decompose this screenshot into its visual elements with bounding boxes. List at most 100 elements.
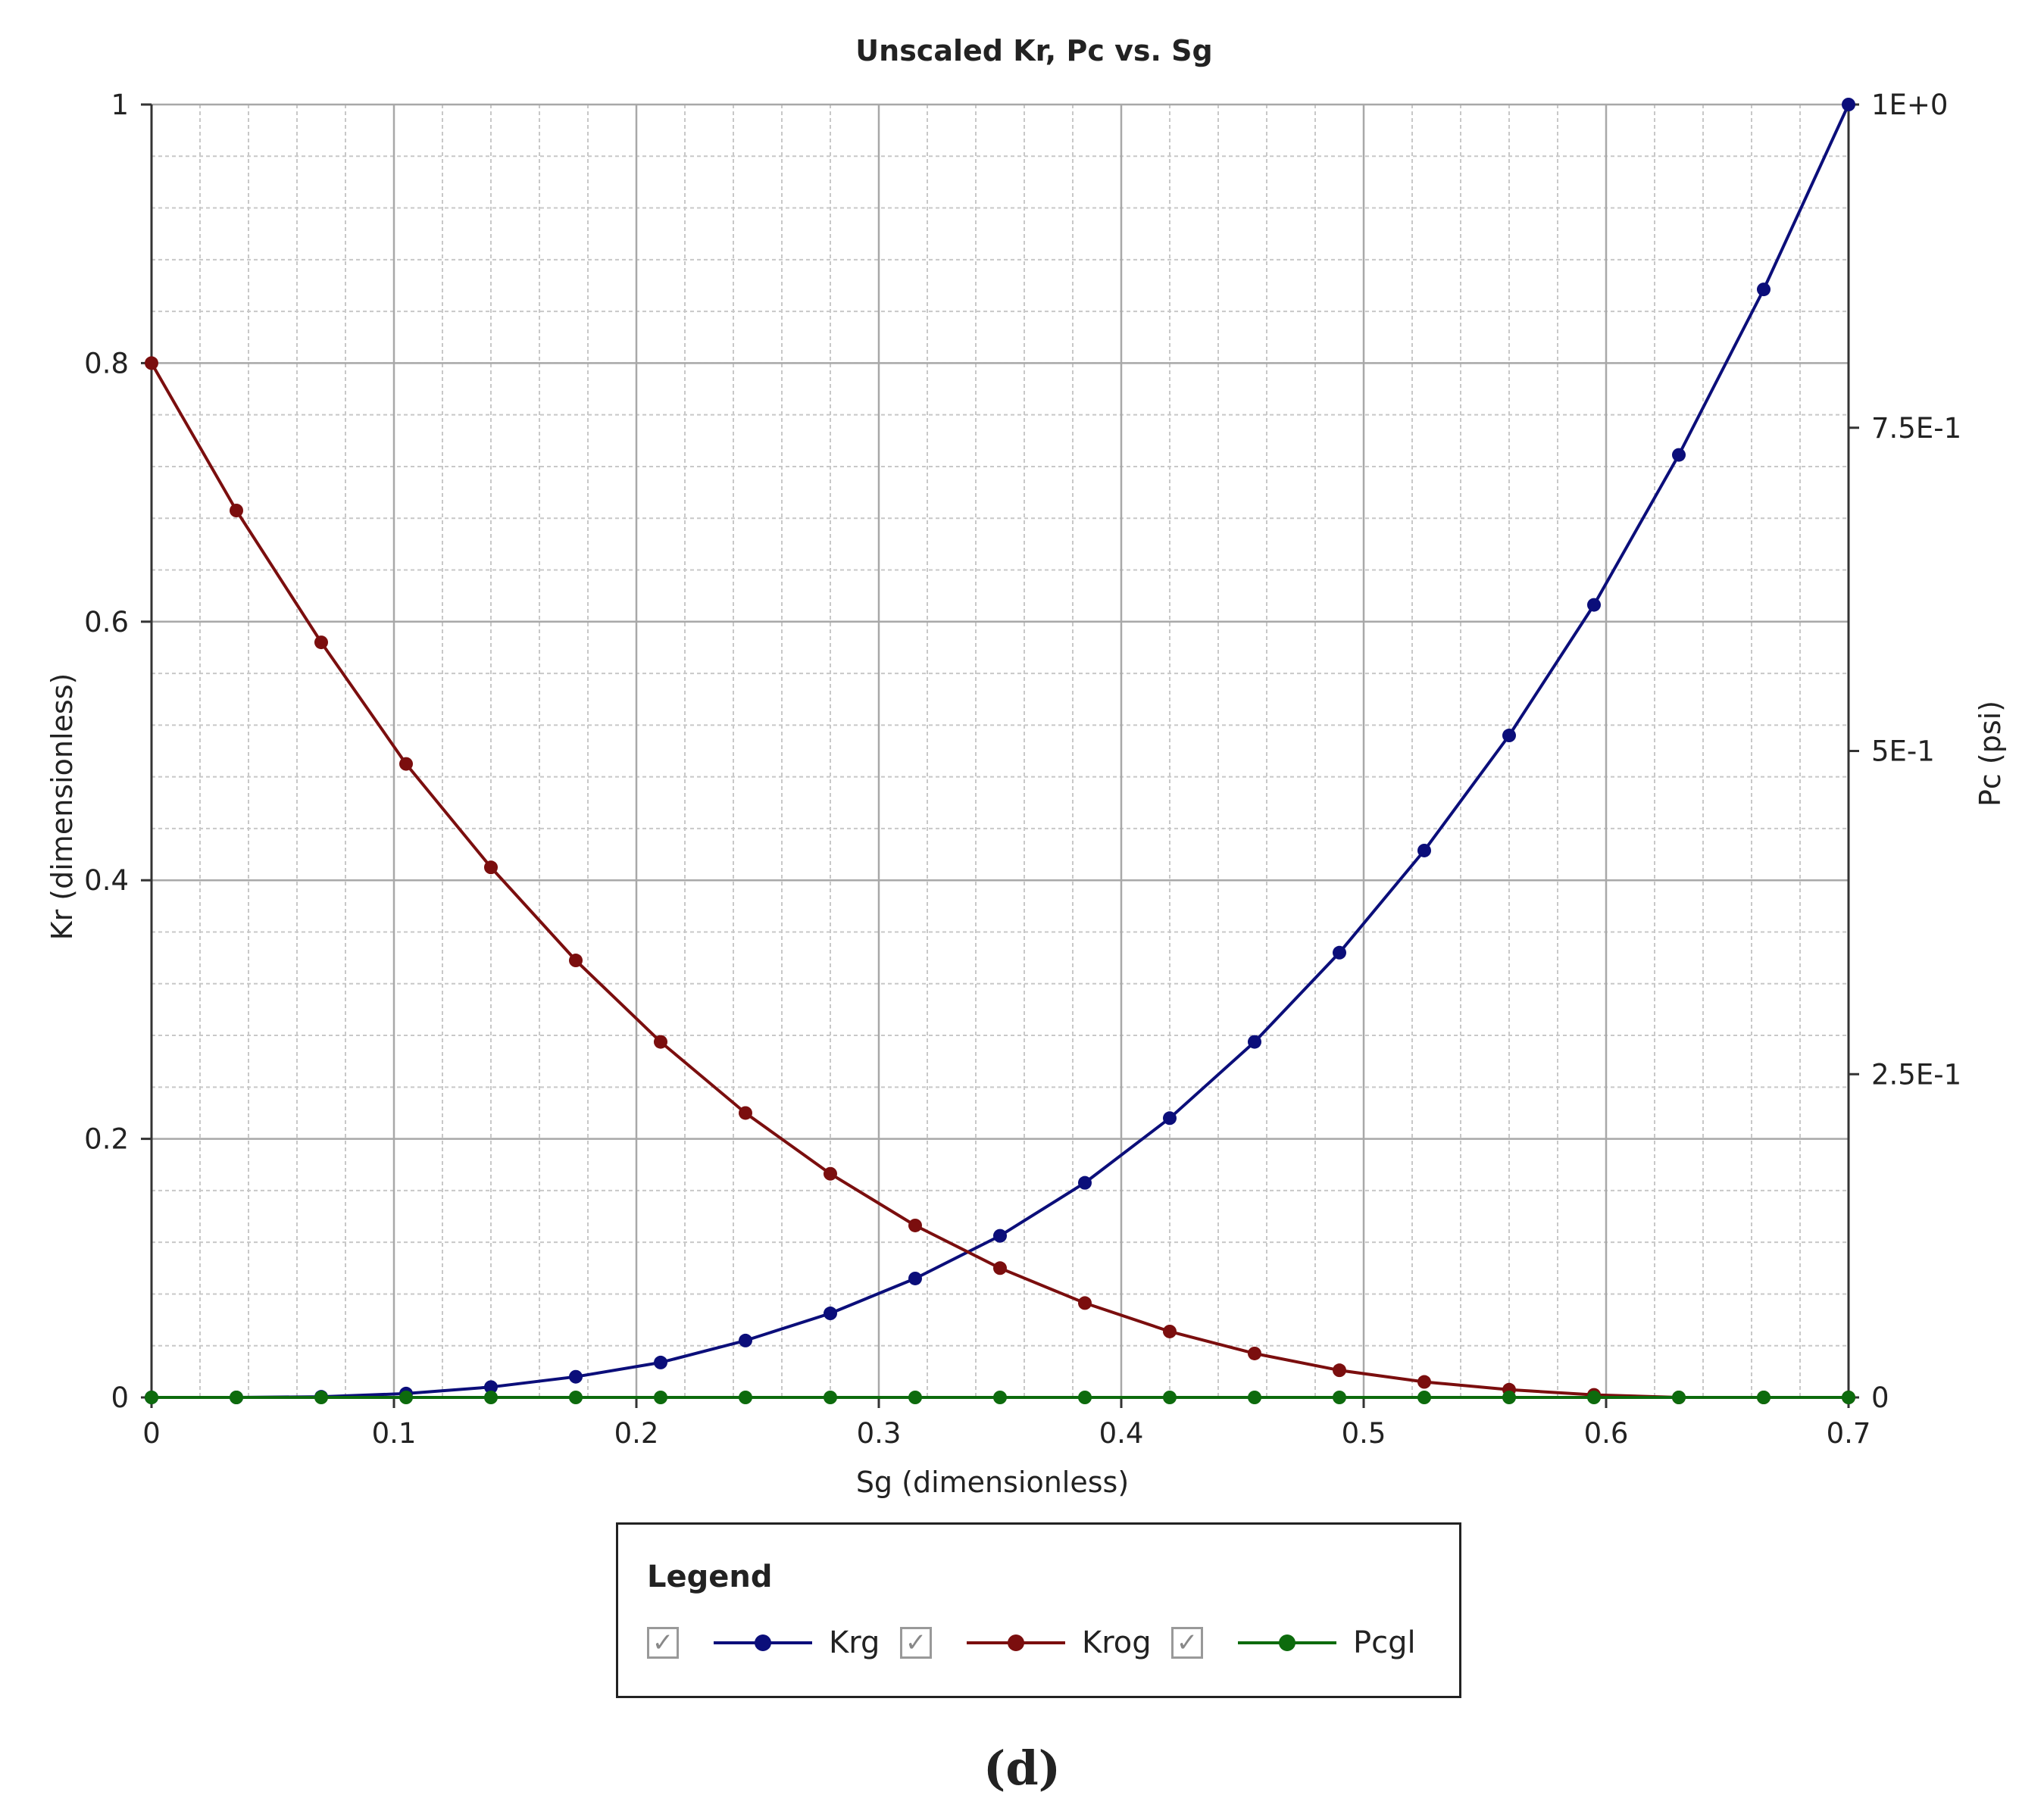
data-point-krg bbox=[739, 1333, 752, 1347]
y-tick-label: 1 bbox=[111, 89, 129, 121]
data-point-krg bbox=[1078, 1176, 1092, 1190]
data-point-pcgl bbox=[230, 1391, 243, 1404]
data-point-krg bbox=[484, 1380, 498, 1394]
figure-caption: (d) bbox=[983, 1741, 1061, 1796]
legend: Legend ✓ Krg ✓ Krog ✓ Pcgl bbox=[616, 1522, 1461, 1698]
legend-label-krog: Krog bbox=[1082, 1625, 1152, 1660]
data-point-pcgl bbox=[1333, 1391, 1346, 1404]
data-point-pcgl bbox=[1587, 1391, 1601, 1404]
x-tick-label: 0 bbox=[142, 1417, 161, 1450]
legend-item-krog[interactable]: ✓ Krog bbox=[900, 1623, 1152, 1663]
x-tick-label: 0.1 bbox=[372, 1417, 417, 1450]
data-point-pcgl bbox=[484, 1391, 498, 1404]
y2-tick-label: 1E+0 bbox=[1871, 89, 1948, 121]
x-tick-label: 0.7 bbox=[1827, 1417, 1871, 1450]
y-tick-label: 0.4 bbox=[84, 864, 129, 897]
legend-label-pcgl: Pcgl bbox=[1353, 1625, 1416, 1660]
legend-title: Legend bbox=[647, 1560, 773, 1594]
data-point-pcgl bbox=[739, 1391, 752, 1404]
x-tick-label: 0.2 bbox=[614, 1417, 659, 1450]
legend-line-pcgl bbox=[1238, 1634, 1336, 1651]
data-point-krg bbox=[1587, 598, 1601, 612]
data-point-krg bbox=[993, 1229, 1007, 1243]
data-point-krog bbox=[1333, 1363, 1346, 1378]
y2-tick-label: 0 bbox=[1871, 1382, 1889, 1414]
y-tick-label: 0.8 bbox=[84, 347, 129, 379]
legend-item-pcgl[interactable]: ✓ Pcgl bbox=[1171, 1623, 1416, 1663]
data-point-krog bbox=[145, 356, 158, 370]
data-point-pcgl bbox=[908, 1391, 922, 1404]
data-point-pcgl bbox=[824, 1391, 837, 1404]
data-point-pcgl bbox=[399, 1391, 413, 1404]
data-point-krog bbox=[399, 757, 413, 771]
data-point-krg bbox=[1333, 945, 1346, 960]
data-point-krog bbox=[908, 1218, 922, 1232]
data-point-krg bbox=[1757, 283, 1771, 297]
data-point-krog bbox=[1417, 1375, 1431, 1389]
axes bbox=[141, 103, 1859, 1408]
y-tick-label: 0 bbox=[111, 1382, 129, 1414]
data-point-krg bbox=[654, 1355, 667, 1369]
legend-checkbox-krog[interactable]: ✓ bbox=[900, 1627, 932, 1659]
legend-checkbox-krg[interactable]: ✓ bbox=[647, 1627, 679, 1659]
data-point-pcgl bbox=[1417, 1391, 1431, 1404]
legend-item-krg[interactable]: ✓ Krg bbox=[647, 1623, 880, 1663]
data-point-krog bbox=[1078, 1296, 1092, 1310]
data-point-krog bbox=[314, 635, 328, 650]
data-point-krg bbox=[908, 1271, 922, 1285]
data-point-pcgl bbox=[1757, 1391, 1771, 1404]
y-axis-label: Kr (dimensionless) bbox=[45, 673, 79, 941]
y-tick-label: 0.2 bbox=[84, 1123, 129, 1156]
tick-labels: 0 0.1 0.2 0.3 0.4 0.5 0.6 0.700.20.40.60.8102.5… bbox=[84, 89, 1961, 1450]
data-point-pcgl bbox=[1248, 1391, 1261, 1404]
legend-marker-krg bbox=[755, 1634, 771, 1651]
legend-checkbox-pcgl[interactable]: ✓ bbox=[1171, 1627, 1203, 1659]
y2-axis-label: Pc (psi) bbox=[1974, 701, 2007, 807]
x-tick-label: 0.5 bbox=[1342, 1417, 1386, 1450]
data-point-pcgl bbox=[569, 1391, 583, 1404]
data-point-pcgl bbox=[1163, 1391, 1177, 1404]
legend-marker-krog bbox=[1008, 1634, 1024, 1651]
data-point-krog bbox=[1163, 1324, 1177, 1338]
data-point-krg bbox=[1248, 1035, 1261, 1049]
legend-label-krg: Krg bbox=[829, 1625, 880, 1660]
legend-marker-pcgl bbox=[1279, 1634, 1295, 1651]
data-point-krg bbox=[569, 1369, 583, 1384]
y-tick-label: 0.6 bbox=[84, 606, 129, 638]
data-point-krog bbox=[230, 503, 243, 517]
y2-tick-label: 7.5E-1 bbox=[1871, 412, 1961, 445]
data-point-pcgl bbox=[1078, 1391, 1092, 1404]
data-point-pcgl bbox=[145, 1391, 158, 1404]
series-layer bbox=[145, 98, 1855, 1404]
data-point-krg bbox=[1502, 729, 1516, 743]
data-point-pcgl bbox=[1842, 1391, 1855, 1404]
data-point-krog bbox=[484, 860, 498, 875]
data-point-pcgl bbox=[314, 1391, 328, 1404]
x-tick-label: 0.3 bbox=[857, 1417, 902, 1450]
grid bbox=[150, 103, 1850, 1399]
data-point-krg bbox=[1672, 448, 1686, 462]
chart-title: Unscaled Kr, Pc vs. Sg bbox=[855, 34, 1212, 67]
legend-line-krog bbox=[967, 1634, 1065, 1651]
data-point-krog bbox=[824, 1166, 837, 1181]
data-point-pcgl bbox=[654, 1391, 667, 1404]
data-point-krg bbox=[1842, 98, 1855, 111]
y2-tick-label: 5E-1 bbox=[1871, 735, 1935, 768]
data-point-krg bbox=[824, 1307, 837, 1321]
data-point-pcgl bbox=[1502, 1391, 1516, 1404]
x-axis-label: Sg (dimensionless) bbox=[856, 1466, 1129, 1499]
series-line-krg bbox=[152, 104, 1850, 1399]
x-tick-label: 0.6 bbox=[1584, 1417, 1629, 1450]
data-point-pcgl bbox=[993, 1391, 1007, 1404]
data-point-krog bbox=[1248, 1346, 1261, 1360]
data-point-pcgl bbox=[1672, 1391, 1686, 1404]
y2-tick-label: 2.5E-1 bbox=[1871, 1058, 1961, 1091]
legend-line-krg bbox=[714, 1634, 812, 1651]
data-point-krog bbox=[569, 954, 583, 968]
data-point-krg bbox=[1163, 1111, 1177, 1126]
data-point-krg bbox=[1417, 843, 1431, 857]
data-point-krog bbox=[739, 1106, 752, 1120]
data-point-krog bbox=[654, 1035, 667, 1049]
data-point-krog bbox=[993, 1261, 1007, 1275]
